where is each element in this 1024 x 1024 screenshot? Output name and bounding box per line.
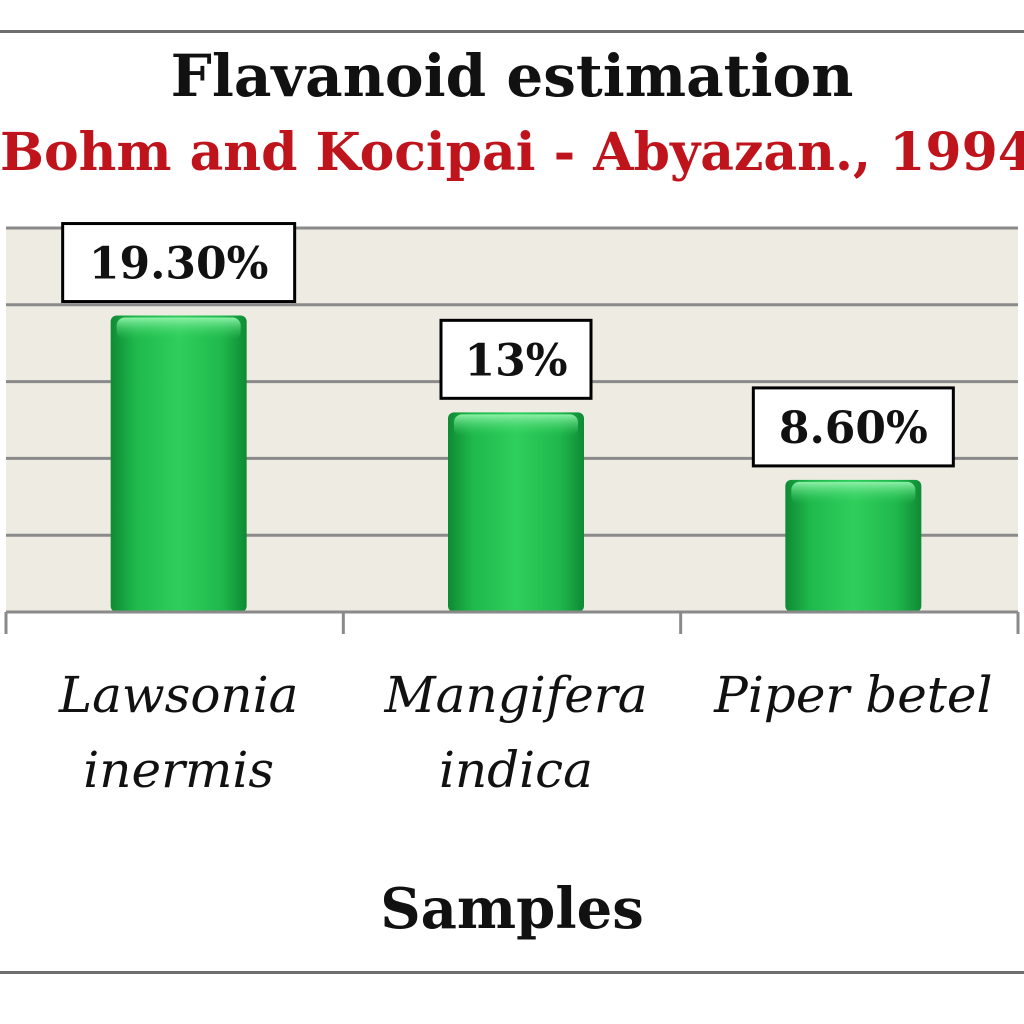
data-label-box bbox=[751, 386, 955, 468]
bar-body bbox=[110, 315, 247, 612]
bar-highlight bbox=[116, 317, 241, 340]
data-label-text: 8.60% bbox=[779, 403, 928, 454]
data-label: 19.30% bbox=[61, 222, 297, 304]
data-labels: 19.30% 13% 8.60% bbox=[61, 222, 955, 468]
data-label-text: 13% bbox=[464, 335, 567, 386]
chart-subtitle: Bohm and Kocipai - Abyazan., 1994) bbox=[0, 122, 1024, 183]
bars bbox=[110, 315, 922, 612]
x-axis-title: Samples bbox=[380, 876, 644, 942]
chart-title: Flavanoid estimation bbox=[170, 42, 854, 110]
data-label-box bbox=[61, 222, 297, 304]
data-label: 8.60% bbox=[751, 386, 955, 468]
bar bbox=[785, 479, 922, 612]
category-label: Piper betel bbox=[714, 666, 993, 724]
category-label: Mangifera indica bbox=[384, 666, 648, 799]
category-label: Lawsonia inermis bbox=[58, 666, 299, 799]
data-label: 13% bbox=[439, 318, 593, 400]
x-axis bbox=[4, 610, 1020, 634]
data-label-box bbox=[439, 318, 593, 400]
bar-highlight bbox=[791, 481, 916, 504]
bar bbox=[110, 315, 247, 612]
bar-body bbox=[785, 479, 922, 612]
data-label-text: 19.30% bbox=[89, 239, 269, 290]
bar bbox=[448, 412, 584, 612]
bar-body bbox=[448, 412, 584, 612]
bar-highlight bbox=[454, 414, 578, 437]
